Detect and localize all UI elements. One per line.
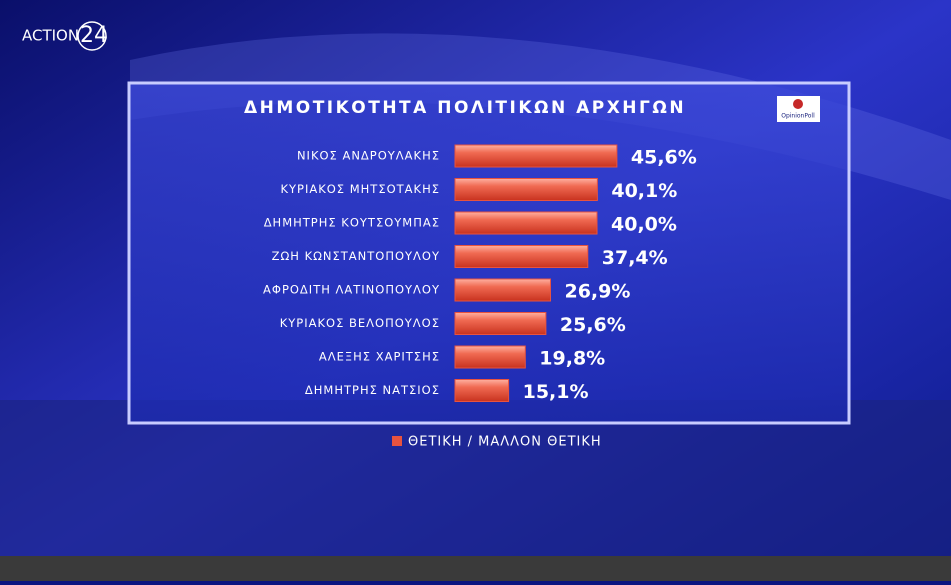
value-label: 40,1%: [611, 180, 677, 202]
value-label: 45,6%: [631, 147, 697, 169]
value-label: 40,0%: [611, 214, 677, 236]
value-label: 26,9%: [564, 281, 630, 303]
category-label: ΚΥΡΙΑΚΟΣ ΒΕΛΟΠΟΥΛΟΣ: [280, 316, 440, 330]
category-label: ΑΛΕΞΗΣ ΧΑΡΙΤΣΗΣ: [319, 350, 440, 364]
legend-swatch: [392, 436, 402, 446]
chart-title: ΔΗΜΟΤΙΚΟΤΗΤΑ ΠΟΛΙΤΙΚΩΝ ΑΡΧΗΓΩΝ: [244, 98, 686, 118]
bar: [454, 345, 526, 369]
value-label: 19,8%: [539, 348, 605, 370]
bar: [454, 144, 618, 168]
category-label: ΔΗΜΗΤΡΗΣ ΝΑΤΣΙΟΣ: [305, 383, 440, 397]
legend-label: ΘΕΤΙΚΗ / ΜΑΛΛΟΝ ΘΕΤΙΚΗ: [408, 435, 602, 450]
source-name: OpinionPoll: [781, 113, 815, 120]
bar: [454, 211, 598, 235]
bar: [454, 278, 551, 302]
logo-ring: [77, 21, 107, 51]
bar: [454, 312, 547, 335]
category-label: ΚΥΡΙΑΚΟΣ ΜΗΤΣΟΤΑΚΗΣ: [280, 182, 440, 196]
category-label: ΝΙΚΟΣ ΑΝΔΡΟΥΛΑΚΗΣ: [297, 149, 440, 163]
value-label: 25,6%: [560, 314, 626, 336]
category-label: ΑΦΡΟΔΙΤΗ ΛΑΤΙΝΟΠΟΥΛΟΥ: [263, 283, 440, 297]
swoosh: [130, 33, 951, 201]
channel-logo: ACTION: [22, 27, 79, 45]
value-label: 15,1%: [523, 381, 589, 403]
floor: [0, 400, 951, 560]
bar: [454, 379, 510, 402]
category-label: ΖΩΗ ΚΩΝΣΤΑΝΤΟΠΟΥΛΟΥ: [272, 249, 440, 263]
bar: [454, 178, 598, 201]
bar: [454, 245, 589, 268]
bottom-bar: [0, 556, 951, 581]
category-label: ΔΗΜΗΤΡΗΣ ΚΟΥΤΣΟΥΜΠΑΣ: [264, 216, 440, 230]
source-dot: [793, 99, 803, 109]
value-label: 37,4%: [602, 247, 668, 269]
